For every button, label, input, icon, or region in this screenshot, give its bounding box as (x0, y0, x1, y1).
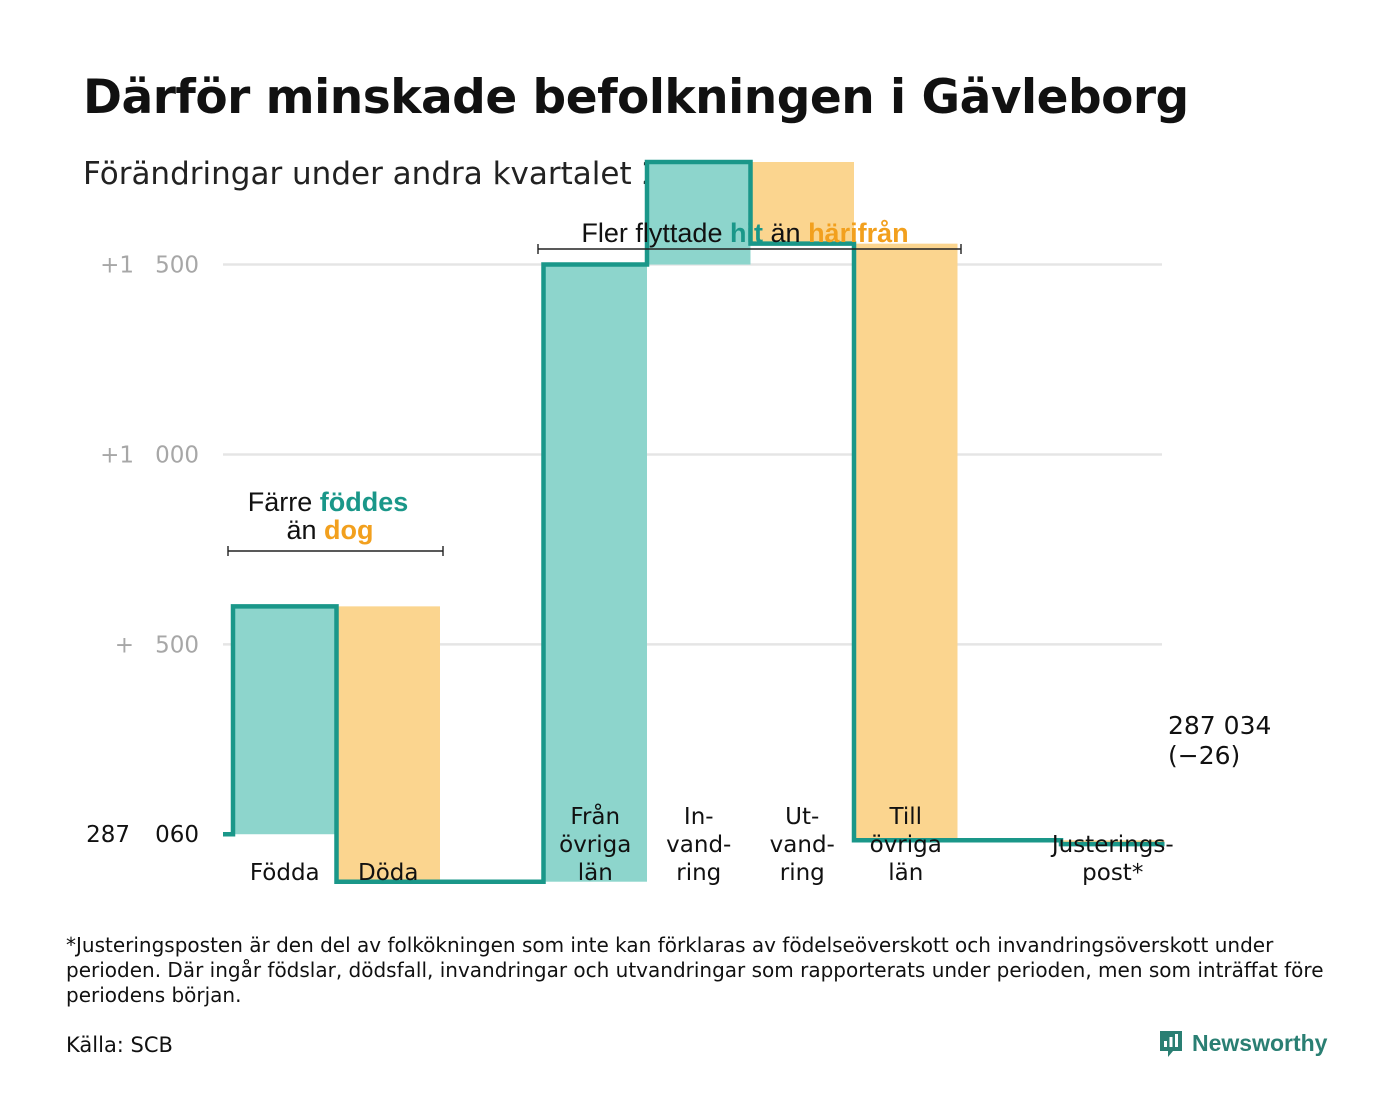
category-label: övriga (559, 832, 631, 858)
category-label: post* (1082, 860, 1143, 886)
footnote: *Justeringsposten är den del av folkökni… (66, 933, 1324, 1007)
category-label: Döda (358, 860, 418, 886)
category-label: län (888, 860, 923, 886)
y-tick-label: 287 (86, 822, 130, 848)
category-label: vand- (666, 832, 731, 858)
end-change-label: (−26) (1168, 741, 1240, 770)
end-value-label: 287 034 (1168, 711, 1271, 740)
waterfall-bars (233, 162, 1165, 882)
brand-name: Newsworthy (1192, 1029, 1328, 1056)
brand-logo: Newsworthy (1158, 1027, 1327, 1059)
waterfall-bar (336, 606, 440, 882)
y-tick-label: 060 (155, 822, 199, 848)
chart-subtitle: Förändringar under andra kvartalet 2023 (83, 156, 721, 192)
source-label: Källa: SCB (66, 1033, 173, 1057)
waterfall-bar (233, 606, 337, 835)
category-label: övriga (870, 832, 942, 858)
migration-annotation-text: Fler flyttade hit än härifrån (581, 218, 908, 248)
gridlines (223, 263, 1162, 646)
category-label: Från (570, 802, 620, 830)
y-axis-ticks: 287 060 + 500 +1 000 +1 500 (86, 253, 199, 849)
waterfall-chart: 287 060+ 500+1 000+1 500 Födda DödaFrånövriga… (86, 159, 1271, 886)
y-tick-label: 500 (155, 632, 199, 658)
waterfall-bar (750, 162, 854, 244)
category-label: vand- (770, 832, 835, 858)
waterfall-bar (647, 162, 751, 265)
births-deaths-annotation-line1: Färre föddes (248, 487, 409, 517)
category-label: län (578, 860, 613, 886)
category-label: Till (888, 804, 922, 830)
category-labels: Födda DödaFrånövrigalänIn-vand-ringUt-van… (250, 802, 1174, 886)
newsworthy-logo-icon (1160, 1031, 1182, 1057)
migration-bracket (537, 244, 962, 254)
y-tick-label: 500 (155, 253, 199, 279)
y-tick-label: + (115, 632, 134, 658)
category-label: ring (780, 860, 825, 886)
births-deaths-annotation: Färre föddes än dog (227, 487, 444, 556)
births-deaths-annotation-line2: än dog (286, 515, 373, 545)
running-total-line (223, 159, 1165, 884)
category-label: In- (684, 804, 714, 830)
migration-annotation: Fler flyttade hit än härifrån (537, 218, 962, 254)
waterfall-bar (543, 264, 647, 882)
y-tick-label: +1 (100, 442, 134, 468)
category-label: Justerings- (1050, 832, 1174, 858)
y-tick-label: 000 (155, 442, 199, 468)
births-deaths-bracket (227, 546, 444, 556)
y-tick-label: +1 (100, 253, 134, 279)
category-label: Födda (250, 860, 320, 886)
category-label: Ut- (785, 804, 819, 830)
category-label: ring (676, 860, 721, 886)
waterfall-bar (854, 243, 958, 841)
chart-title: Därför minskade befolkningen i Gävleborg (83, 70, 1189, 125)
